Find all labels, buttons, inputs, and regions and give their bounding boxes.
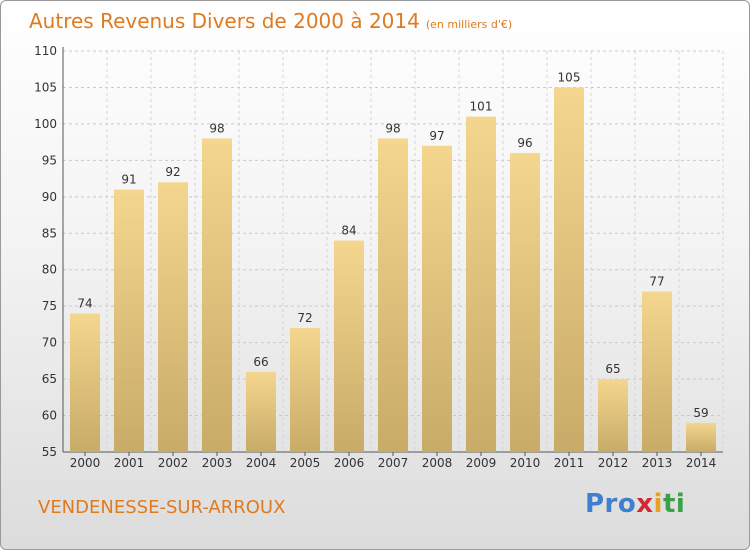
bar-2001	[114, 189, 144, 452]
logo-part-3: i	[653, 489, 663, 519]
x-tick-label: 2012	[598, 456, 629, 470]
x-tick-label: 2010	[510, 456, 541, 470]
chart-subtitle: (en milliers d'€)	[425, 18, 513, 31]
data-label-2009: 101	[470, 100, 493, 114]
data-label-2010: 96	[517, 136, 532, 150]
title-text: Autres Revenus Divers de 2000 à 2014	[29, 9, 420, 33]
data-label-2002: 92	[165, 165, 180, 179]
y-tick-label: 85	[42, 226, 57, 240]
x-tick-label: 2007	[378, 456, 409, 470]
bar-2010	[510, 153, 540, 452]
x-tick-label: 2004	[246, 456, 277, 470]
data-label-2004: 66	[253, 355, 268, 369]
data-label-2007: 98	[385, 121, 400, 135]
bar-2008	[422, 145, 452, 453]
x-tick-label: 2011	[554, 456, 585, 470]
bar-2007	[378, 138, 408, 452]
data-label-2011: 105	[558, 70, 581, 84]
bar-2005	[290, 328, 320, 452]
x-tick-label: 2009	[466, 456, 497, 470]
x-tick-label: 2008	[422, 456, 453, 470]
proxiti-logo: Proxiti	[585, 489, 685, 519]
data-label-2012: 65	[605, 362, 620, 376]
logo-part-4: ti	[662, 489, 686, 519]
y-tick-label: 75	[42, 299, 57, 313]
y-tick-label: 105	[34, 80, 57, 94]
x-tick-label: 2006	[334, 456, 365, 470]
data-label-2001: 91	[121, 173, 136, 187]
x-tick-label: 2003	[202, 456, 233, 470]
data-label-2013: 77	[649, 275, 664, 289]
bar-2000	[70, 313, 100, 452]
bar-2014	[686, 422, 716, 452]
y-tick-label: 110	[34, 44, 57, 58]
y-tick-label: 60	[42, 409, 57, 423]
data-label-2005: 72	[297, 311, 312, 325]
x-tick-label: 2014	[686, 456, 717, 470]
x-tick-label: 2013	[642, 456, 673, 470]
bar-2009	[466, 116, 496, 453]
bars	[70, 87, 716, 453]
data-label-2003: 98	[209, 121, 224, 135]
x-tick-label: 2005	[290, 456, 321, 470]
data-label-2008: 97	[429, 129, 444, 143]
logo-part-1: Pro	[585, 489, 637, 519]
y-tick-label: 55	[42, 445, 57, 459]
bar-2013	[642, 291, 672, 452]
data-label-2014: 59	[693, 406, 708, 420]
labels: 55 60 65 70 75 80 85 90 95 100 105 110 74 2000 91 2001 9…	[34, 44, 716, 470]
x-tick-label: 2000	[70, 456, 101, 470]
y-tick-label: 90	[42, 190, 57, 204]
bar-2011	[554, 87, 584, 453]
bar-2004	[246, 371, 276, 452]
data-label-2000: 74	[77, 296, 92, 310]
town-name: VENDENESSE-SUR-ARROUX	[38, 497, 286, 518]
x-tick-label: 2001	[114, 456, 145, 470]
logo-part-2: x	[636, 489, 654, 519]
bar-2002	[158, 182, 188, 452]
y-tick-label: 70	[42, 336, 57, 350]
y-tick-label: 100	[34, 117, 57, 131]
data-label-2006: 84	[341, 224, 356, 238]
bar-2012	[598, 379, 628, 452]
bar-2006	[334, 240, 364, 452]
bar-2003	[202, 138, 232, 452]
y-tick-label: 95	[42, 153, 57, 167]
y-tick-label: 80	[42, 263, 57, 277]
x-tick-label: 2002	[158, 456, 189, 470]
y-tick-label: 65	[42, 372, 57, 386]
chart-title: Autres Revenus Divers de 2000 à 2014 (en …	[29, 9, 512, 33]
